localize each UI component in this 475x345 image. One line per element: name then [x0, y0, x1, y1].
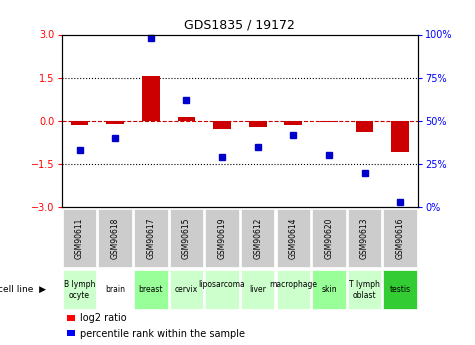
Text: GSM90619: GSM90619 [218, 217, 227, 259]
Bar [106, 121, 124, 124]
Bar [213, 121, 231, 129]
Text: GSM90617: GSM90617 [146, 217, 155, 259]
Title: GDS1835 / 19172: GDS1835 / 19172 [184, 19, 295, 32]
Text: liposarcoma: liposarcoma [199, 280, 246, 299]
Bar [134, 209, 168, 267]
Bar [320, 121, 338, 122]
Bar [312, 270, 346, 309]
Bar [178, 117, 195, 121]
Bar [249, 121, 266, 127]
Bar [142, 76, 160, 121]
Bar [356, 121, 373, 132]
Bar [170, 270, 203, 309]
Bar [241, 209, 275, 267]
Bar [205, 209, 239, 267]
Bar [348, 209, 381, 267]
Text: GSM90613: GSM90613 [360, 217, 369, 259]
Text: percentile rank within the sample: percentile rank within the sample [80, 329, 245, 339]
Bar [63, 270, 96, 309]
Bar [170, 209, 203, 267]
Bar [391, 121, 409, 152]
Bar [98, 270, 132, 309]
Bar [383, 270, 417, 309]
Bar [241, 270, 275, 309]
Text: cervix: cervix [175, 285, 198, 294]
Text: brain: brain [105, 285, 125, 294]
Text: GSM90611: GSM90611 [75, 217, 84, 259]
Text: cell line  ▶: cell line ▶ [0, 285, 46, 294]
Bar [276, 270, 310, 309]
Bar [63, 209, 96, 267]
Text: B lymph
ocyte: B lymph ocyte [64, 280, 95, 299]
Text: GSM90615: GSM90615 [182, 217, 191, 259]
Bar [276, 209, 310, 267]
Bar [71, 121, 88, 125]
Text: testis: testis [390, 285, 411, 294]
Text: GSM90616: GSM90616 [396, 217, 405, 259]
Text: macrophage: macrophage [269, 280, 317, 299]
Text: GSM90612: GSM90612 [253, 217, 262, 259]
Bar [134, 270, 168, 309]
Text: breast: breast [139, 285, 163, 294]
Text: log2 ratio: log2 ratio [80, 314, 126, 323]
Bar [383, 209, 417, 267]
Bar [205, 270, 239, 309]
Text: skin: skin [321, 285, 337, 294]
Bar [285, 121, 302, 125]
Bar [98, 209, 132, 267]
Text: liver: liver [249, 285, 266, 294]
Text: GSM90620: GSM90620 [324, 217, 333, 259]
Bar [312, 209, 346, 267]
Bar [348, 270, 381, 309]
Text: GSM90614: GSM90614 [289, 217, 298, 259]
Text: T lymph
oblast: T lymph oblast [349, 280, 380, 299]
Text: GSM90618: GSM90618 [111, 217, 120, 259]
